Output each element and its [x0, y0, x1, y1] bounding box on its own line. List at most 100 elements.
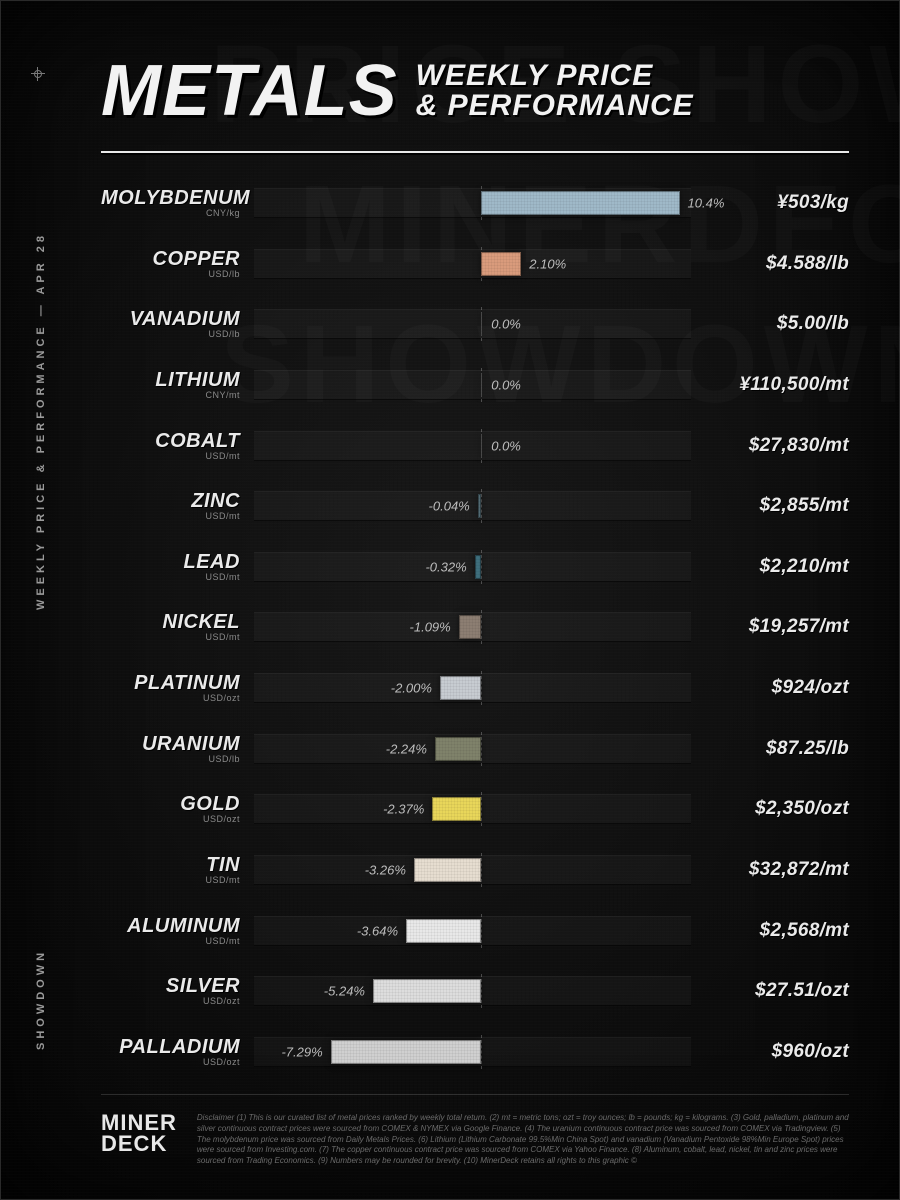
metal-label: ALUMINUMUSD/mt: [101, 916, 246, 946]
title-sub-line1: WEEKLY PRICE: [416, 61, 694, 91]
metal-unit: USD/lb: [101, 329, 240, 339]
metal-unit: CNY/kg: [101, 208, 240, 218]
side-caption-showdown: SHOWDOWN: [35, 939, 47, 1059]
bar-track: -5.24%: [254, 976, 691, 1006]
pct-label: -1.09%: [410, 620, 451, 635]
metal-row: PLATINUMUSD/ozt -2.00% $924/ozt: [101, 661, 849, 715]
pct-label: -7.29%: [281, 1044, 322, 1059]
pct-label: 10.4%: [688, 196, 725, 211]
metal-row: GOLDUSD/ozt-2.37%$2,350/ozt: [101, 782, 849, 836]
metal-price: ¥110,500/mt: [699, 374, 849, 396]
center-line: [481, 671, 482, 705]
metal-row: SILVERUSD/ozt-5.24%$27.51/ozt: [101, 964, 849, 1018]
metal-row: ALUMINUMUSD/mt -3.64% $2,568/mt: [101, 904, 849, 958]
poster-frame: PRICE SHOW MINERDECK SHOWDOWN WEEKLY PRI…: [0, 0, 900, 1200]
metal-unit: USD/lb: [101, 269, 240, 279]
title-sub-line2: & PERFORMANCE: [416, 91, 694, 121]
metal-label: ZINCUSD/mt: [101, 491, 246, 521]
bar-track: -2.00%: [254, 673, 691, 703]
metal-unit: USD/ozt: [101, 1057, 240, 1067]
metal-row: LITHIUMCNY/mt0.0%¥110,500/mt: [101, 358, 849, 412]
metal-name: COBALT: [101, 431, 240, 451]
metal-price: $2,855/mt: [699, 495, 849, 517]
metal-name: COPPER: [101, 249, 240, 269]
metal-name: LITHIUM: [101, 370, 240, 390]
metal-unit: USD/mt: [101, 511, 240, 521]
pct-label: -2.37%: [383, 802, 424, 817]
metal-row: LEADUSD/mt-0.32%$2,210/mt: [101, 540, 849, 594]
bar: [440, 676, 481, 700]
bar-track: -3.64%: [254, 916, 691, 946]
metal-unit: USD/ozt: [101, 996, 240, 1006]
bar-track: -7.29%: [254, 1037, 691, 1067]
metal-label: URANIUMUSD/lb: [101, 734, 246, 764]
metal-row: TINUSD/mt-3.26%$32,872/mt: [101, 843, 849, 897]
footer: MINER DECK Disclaimer (1) This is our cu…: [101, 1113, 849, 1167]
bar: [373, 979, 481, 1003]
bar-track: 0.0%: [254, 431, 691, 461]
metal-row: COBALTUSD/mt0.0%$27,830/mt: [101, 419, 849, 473]
metal-name: MOLYBDENUM: [101, 188, 240, 208]
pct-label: -0.32%: [425, 559, 466, 574]
metal-unit: USD/ozt: [101, 814, 240, 824]
pct-label: 0.0%: [491, 438, 521, 453]
pct-label: -0.04%: [429, 499, 470, 514]
title-block: METALS WEEKLY PRICE & PERFORMANCE: [101, 59, 849, 124]
metal-price: $27,830/mt: [699, 435, 849, 457]
metal-row: COPPERUSD/lb2.10%$4.588/lb: [101, 237, 849, 291]
metal-name: GOLD: [101, 794, 240, 814]
metal-price: $87.25/lb: [699, 738, 849, 760]
bar: [414, 858, 481, 882]
metal-label: LEADUSD/mt: [101, 552, 246, 582]
bar-track: -0.04%: [254, 491, 691, 521]
bar-track: -2.24%: [254, 734, 691, 764]
metal-unit: CNY/mt: [101, 390, 240, 400]
metal-unit: USD/lb: [101, 754, 240, 764]
bar: [481, 373, 482, 397]
bar: [481, 252, 521, 276]
metal-name: ALUMINUM: [101, 916, 240, 936]
pct-label: -3.64%: [357, 923, 398, 938]
bar: [481, 434, 482, 458]
pct-label: 2.10%: [529, 256, 566, 271]
pct-label: -2.24%: [386, 741, 427, 756]
metal-name: ZINC: [101, 491, 240, 511]
metal-label: SILVERUSD/ozt: [101, 976, 246, 1006]
metal-label: GOLDUSD/ozt: [101, 794, 246, 824]
bar-track: -0.32%: [254, 552, 691, 582]
metal-unit: USD/mt: [101, 936, 240, 946]
bar: [406, 919, 481, 943]
footer-rule: [101, 1094, 849, 1095]
metal-unit: USD/mt: [101, 572, 240, 582]
bar: [459, 615, 482, 639]
metal-name: PLATINUM: [101, 673, 240, 693]
metal-row: ZINCUSD/mt -0.04% $2,855/mt: [101, 479, 849, 533]
pct-label: -2.00%: [391, 681, 432, 696]
center-line: [481, 792, 482, 826]
center-line: [481, 853, 482, 887]
metal-label: PALLADIUMUSD/ozt: [101, 1037, 246, 1067]
metal-label: PLATINUMUSD/ozt: [101, 673, 246, 703]
metal-unit: USD/ozt: [101, 693, 240, 703]
metal-price: $924/ozt: [699, 677, 849, 699]
center-line: [481, 1035, 482, 1069]
brand-logo: MINER DECK: [101, 1113, 177, 1155]
metal-price: $32,872/mt: [699, 859, 849, 881]
metal-label: COPPERUSD/lb: [101, 249, 246, 279]
metal-unit: USD/mt: [101, 875, 240, 885]
center-line: [481, 732, 482, 766]
center-line: [481, 974, 482, 1008]
metal-name: LEAD: [101, 552, 240, 572]
metal-price: $2,568/mt: [699, 920, 849, 942]
metal-price: $5.00/lb: [699, 313, 849, 335]
center-line: [481, 550, 482, 584]
metal-label: MOLYBDENUMCNY/kg: [101, 188, 246, 218]
bar-track: 10.4%: [254, 188, 691, 218]
metal-unit: USD/mt: [101, 632, 240, 642]
metal-name: PALLADIUM: [101, 1037, 240, 1057]
metal-label: NICKELUSD/mt: [101, 612, 246, 642]
pct-label: 0.0%: [491, 317, 521, 332]
pct-label: -3.26%: [365, 863, 406, 878]
metal-price: $960/ozt: [699, 1041, 849, 1063]
bar: [331, 1040, 482, 1064]
